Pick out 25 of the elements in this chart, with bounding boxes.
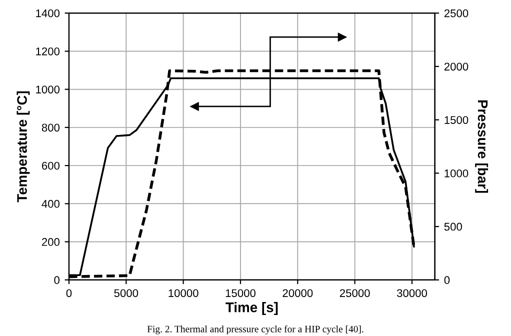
x-tick-label: 5000 (114, 289, 138, 298)
y-axis-title: Temperature [°C] (16, 91, 30, 202)
y2-tick-label: 2000 (444, 62, 468, 71)
y-tick-label: 0 (54, 276, 60, 284)
x-tick-label: 10000 (168, 289, 198, 298)
y-tick-label: 400 (42, 200, 60, 208)
y-tick-label: 1200 (36, 47, 60, 56)
x-tick-label: 30000 (396, 289, 428, 298)
y2-tick-label: 500 (444, 222, 462, 231)
y2-tick-label: 2500 (444, 9, 468, 18)
y2-tick-label: 0 (444, 276, 450, 284)
y-tick-label: 800 (42, 124, 60, 132)
y-tick-label: 600 (42, 162, 60, 170)
y-tick-label: 1000 (36, 86, 60, 94)
y2-axis-title: Pressure [bar] (475, 100, 488, 193)
x-tick-label: 0 (66, 289, 72, 298)
y-tick-label: 1400 (36, 9, 60, 18)
x-axis-title: Time [s] (226, 302, 278, 315)
y-tick-label: 200 (42, 238, 60, 246)
x-tick-label: 25000 (340, 289, 370, 298)
x-tick-label: 20000 (282, 289, 313, 298)
y2-tick-label: 1000 (444, 169, 468, 178)
x-tick-label: 15000 (226, 289, 256, 298)
y2-tick-label: 1500 (444, 116, 468, 124)
caption: Fig. 2. Thermal and pressure cycle for a HIP cycle [40]. (147, 325, 364, 334)
